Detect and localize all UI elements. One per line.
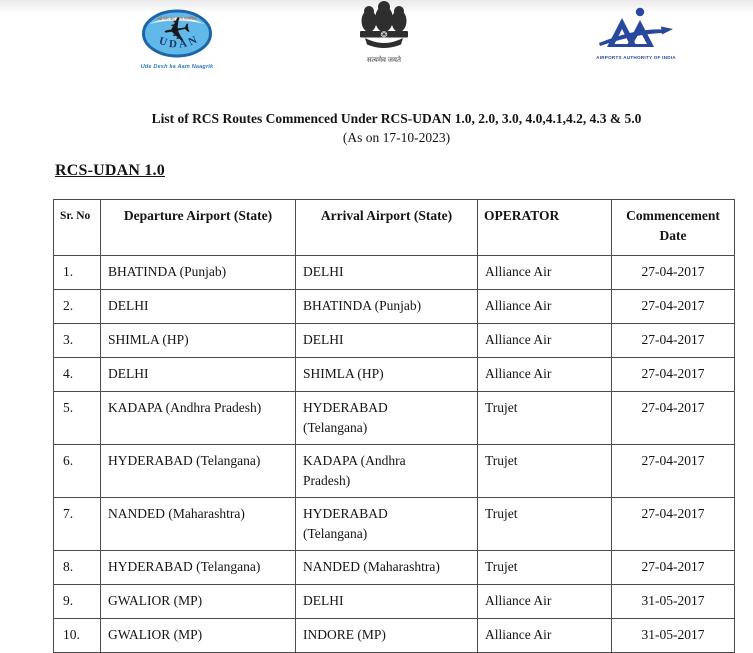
table-row: 9. GWALIOR (MP) DELHI Alliance Air 31-05… <box>53 584 735 619</box>
cell-date: 27-04-2017 <box>611 255 735 290</box>
emblem-motto: सत्यमेव जयते <box>367 56 401 64</box>
cell-departure: KADAPA (Andhra Pradesh) <box>100 391 296 445</box>
table-row: 8. HYDERABAD (Telangana) NANDED (Maharas… <box>53 550 735 585</box>
document-title: List of RCS Routes Commenced Under RCS-U… <box>40 110 753 146</box>
cell-arrival: BHATINDA (Punjab) <box>295 289 478 324</box>
cell-sr-no: 8. <box>53 550 101 585</box>
table-row: 6. HYDERABAD (Telangana) KADAPA (Andhra … <box>53 444 735 498</box>
section-heading: RCS-UDAN 1.0 <box>55 162 165 179</box>
col-header-commencement-date: Commencement Date <box>611 199 735 256</box>
cell-date: 31-05-2017 <box>611 618 735 653</box>
routes-table-body: 1. BHATINDA (Punjab) DELHI Alliance Air … <box>53 255 735 653</box>
cell-operator: Alliance Air <box>477 584 612 619</box>
cell-arrival: SHIMLA (HP) <box>295 357 478 392</box>
table-row: 7. NANDED (Maharashtra) HYDERABAD (Telan… <box>53 497 735 551</box>
routes-table: Sr. No Departure Airport (State) Arrival… <box>53 199 735 653</box>
col-header-operator: OPERATOR <box>477 199 612 256</box>
cell-sr-no: 9. <box>53 584 101 619</box>
svg-text:✈: ✈ <box>159 9 194 53</box>
aai-logo: AIRPORTS AUTHORITY OF INDIA <box>588 7 684 60</box>
cell-departure: HYDERABAD (Telangana) <box>100 444 296 498</box>
cell-departure: BHATINDA (Punjab) <box>100 255 296 290</box>
udan-inner-hindi-text: उड़े देश का आम नागरिक <box>157 15 197 21</box>
udan-logo-icon: उड़े देश का आम नागरिक ✈ UDAN <box>142 9 212 58</box>
cell-arrival: DELHI <box>295 584 478 619</box>
cell-operator: Alliance Air <box>477 289 612 324</box>
cell-arrival: KADAPA (Andhra Pradesh) <box>295 444 478 498</box>
cell-sr-no: 10. <box>53 618 101 653</box>
cell-departure: HYDERABAD (Telangana) <box>100 550 296 585</box>
cell-date: 27-04-2017 <box>611 444 735 498</box>
svg-text:UDAN: UDAN <box>157 33 201 51</box>
cell-sr-no: 4. <box>53 357 101 392</box>
col-header-sr-no: Sr. No <box>53 199 101 256</box>
title-line-2: (As on 17-10-2023) <box>342 130 451 145</box>
cell-operator: Alliance Air <box>477 255 612 290</box>
aai-logo-icon <box>599 7 673 47</box>
col-header-departure: Departure Airport (State) <box>100 199 296 256</box>
table-row: 5. KADAPA (Andhra Pradesh) HYDERABAD (Te… <box>53 391 735 445</box>
lion-capital-icon <box>360 1 408 48</box>
cell-sr-no: 1. <box>53 255 101 290</box>
udan-tagline: Ude Desh ka Aam Naagrik <box>140 64 214 70</box>
cell-date: 27-04-2017 <box>611 550 735 585</box>
cell-sr-no: 6. <box>53 444 101 498</box>
cell-arrival: NANDED (Maharashtra) <box>295 550 478 585</box>
cell-operator: Trujet <box>477 391 612 445</box>
cell-arrival: HYDERABAD (Telangana) <box>295 391 478 445</box>
cell-sr-no: 2. <box>53 289 101 324</box>
national-emblem: सत्यमेव जयते <box>354 0 414 65</box>
cell-arrival: DELHI <box>295 255 478 290</box>
page-top-shadow <box>0 0 753 13</box>
table-row: 3. SHIMLA (HP) DELHI Alliance Air 27-04-… <box>53 323 735 358</box>
cell-departure: DELHI <box>100 357 296 392</box>
table-header-row: Sr. No Departure Airport (State) Arrival… <box>53 199 735 256</box>
cell-arrival: DELHI <box>295 323 478 358</box>
table-row: 2. DELHI BHATINDA (Punjab) Alliance Air … <box>53 289 735 324</box>
cell-departure: DELHI <box>100 289 296 324</box>
cell-sr-no: 5. <box>53 391 101 445</box>
cell-departure: GWALIOR (MP) <box>100 584 296 619</box>
cell-departure: SHIMLA (HP) <box>100 323 296 358</box>
cell-operator: Alliance Air <box>477 323 612 358</box>
table-row: 4. DELHI SHIMLA (HP) Alliance Air 27-04-… <box>53 357 735 392</box>
title-line-1: List of RCS Routes Commenced Under RCS-U… <box>151 111 642 126</box>
cell-departure: GWALIOR (MP) <box>100 618 296 653</box>
table-row: 1. BHATINDA (Punjab) DELHI Alliance Air … <box>53 255 735 290</box>
cell-date: 27-04-2017 <box>611 289 735 324</box>
cell-operator: Trujet <box>477 550 612 585</box>
cell-date: 31-05-2017 <box>611 584 735 619</box>
cell-operator: Trujet <box>477 444 612 498</box>
cell-sr-no: 3. <box>53 323 101 358</box>
cell-date: 27-04-2017 <box>611 323 735 358</box>
cell-arrival: INDORE (MP) <box>295 618 478 653</box>
cell-arrival: HYDERABAD (Telangana) <box>295 497 478 551</box>
cell-departure: NANDED (Maharashtra) <box>100 497 296 551</box>
cell-date: 27-04-2017 <box>611 497 735 551</box>
cell-sr-no: 7. <box>53 497 101 551</box>
airplane-icon: ✈ <box>159 9 194 53</box>
cell-date: 27-04-2017 <box>611 391 735 445</box>
cell-operator: Alliance Air <box>477 618 612 653</box>
table-row: 10. GWALIOR (MP) INDORE (MP) Alliance Ai… <box>53 618 735 653</box>
cell-operator: Trujet <box>477 497 612 551</box>
cell-operator: Alliance Air <box>477 357 612 392</box>
col-header-arrival: Arrival Airport (State) <box>295 199 478 256</box>
aai-caption: AIRPORTS AUTHORITY OF INDIA <box>596 55 676 60</box>
udan-logo: उड़े देश का आम नागरिक ✈ UDAN Ude Desh ka… <box>130 9 224 70</box>
cell-date: 27-04-2017 <box>611 357 735 392</box>
